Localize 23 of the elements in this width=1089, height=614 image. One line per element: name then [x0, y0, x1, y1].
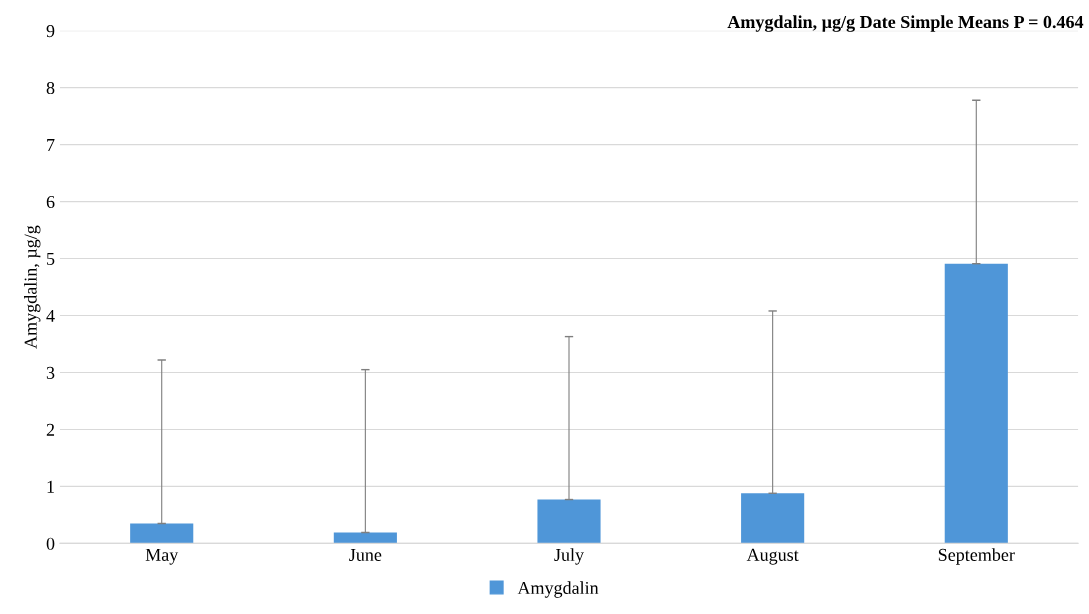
x-tick-label: May: [145, 548, 179, 565]
y-tick-label: 0: [46, 537, 55, 550]
y-tick-label: 7: [47, 139, 55, 151]
y-tick-label: 2: [46, 423, 55, 436]
bar: [741, 493, 805, 544]
x-tick-label: June: [349, 548, 382, 561]
y-tick-label: 4: [46, 309, 55, 322]
y-axis-title: Amygdalin, µg/g: [24, 225, 41, 349]
y-tick-label: 1: [47, 480, 54, 493]
x-tick-label: August: [746, 548, 799, 565]
x-tick-label: September: [938, 548, 1015, 565]
bar: [537, 499, 601, 544]
chart-title: Amygdalin, µg/g Date Simple Means P = 0.464: [727, 15, 1084, 32]
y-tick-label: 3: [46, 366, 55, 379]
y-tick-label: 6: [46, 195, 55, 209]
y-tick-label: 9: [46, 25, 55, 38]
bar: [333, 532, 397, 544]
x-tick-label: July: [554, 548, 584, 565]
y-tick-label: 8: [46, 81, 55, 95]
bar: [944, 263, 1008, 544]
legend-label: Amygdalin: [517, 581, 599, 598]
y-tick-label: 5: [47, 253, 55, 265]
bar: [130, 523, 194, 544]
